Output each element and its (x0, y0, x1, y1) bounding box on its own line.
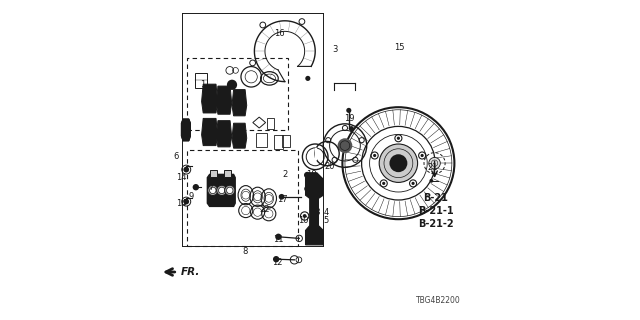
Circle shape (420, 154, 424, 157)
Circle shape (304, 172, 310, 178)
Circle shape (303, 214, 307, 218)
Text: 9: 9 (188, 192, 193, 201)
Circle shape (279, 194, 285, 200)
Text: TBG4B2200: TBG4B2200 (416, 296, 461, 305)
Text: 19: 19 (344, 114, 355, 123)
Text: 21: 21 (428, 163, 438, 172)
Circle shape (373, 154, 376, 157)
Circle shape (193, 184, 199, 190)
Circle shape (227, 80, 237, 90)
Circle shape (227, 187, 233, 194)
Text: B-21: B-21 (424, 193, 448, 204)
Text: 4: 4 (323, 208, 328, 217)
Polygon shape (216, 121, 232, 147)
Text: 12: 12 (272, 258, 282, 267)
Text: 14: 14 (176, 173, 186, 182)
Text: 22: 22 (260, 205, 270, 214)
Polygon shape (202, 84, 218, 113)
Circle shape (184, 167, 189, 172)
Circle shape (429, 179, 433, 183)
Circle shape (349, 126, 354, 131)
Circle shape (389, 154, 407, 172)
Text: 6: 6 (173, 152, 179, 161)
Circle shape (412, 182, 415, 185)
Polygon shape (182, 119, 191, 141)
Text: 10: 10 (298, 216, 308, 225)
Circle shape (338, 138, 352, 153)
Bar (210, 170, 218, 177)
Text: 2: 2 (282, 170, 287, 179)
Polygon shape (207, 174, 236, 206)
Text: B-21-2: B-21-2 (418, 219, 454, 229)
Text: 20: 20 (324, 162, 335, 171)
Circle shape (184, 199, 189, 204)
Polygon shape (202, 118, 218, 146)
Text: 3: 3 (333, 45, 338, 54)
Circle shape (275, 234, 282, 240)
Text: 16: 16 (275, 29, 285, 38)
Text: FR.: FR. (181, 267, 200, 277)
Circle shape (379, 144, 417, 182)
Text: B-21-1: B-21-1 (418, 206, 454, 216)
Text: 1: 1 (200, 80, 206, 89)
Polygon shape (216, 86, 232, 114)
Circle shape (273, 256, 279, 262)
Text: 7: 7 (209, 183, 214, 192)
Text: 5: 5 (323, 216, 328, 225)
Polygon shape (306, 173, 323, 245)
Circle shape (346, 108, 351, 113)
Circle shape (219, 187, 225, 194)
Bar (268, 118, 275, 129)
Polygon shape (232, 90, 247, 116)
Circle shape (382, 182, 385, 185)
Circle shape (305, 76, 310, 81)
Bar (195, 73, 207, 88)
Text: 18: 18 (306, 170, 316, 179)
Circle shape (225, 185, 235, 196)
Text: 14: 14 (176, 199, 186, 208)
Circle shape (397, 137, 400, 140)
Text: 17: 17 (277, 196, 288, 204)
Circle shape (207, 185, 218, 196)
Text: 8: 8 (242, 247, 248, 256)
Circle shape (210, 187, 216, 194)
Circle shape (216, 185, 227, 196)
Text: 13: 13 (310, 208, 321, 217)
Bar (224, 170, 231, 177)
Circle shape (429, 157, 440, 169)
Polygon shape (232, 123, 247, 148)
Text: 11: 11 (273, 236, 283, 244)
Text: 15: 15 (394, 44, 404, 52)
